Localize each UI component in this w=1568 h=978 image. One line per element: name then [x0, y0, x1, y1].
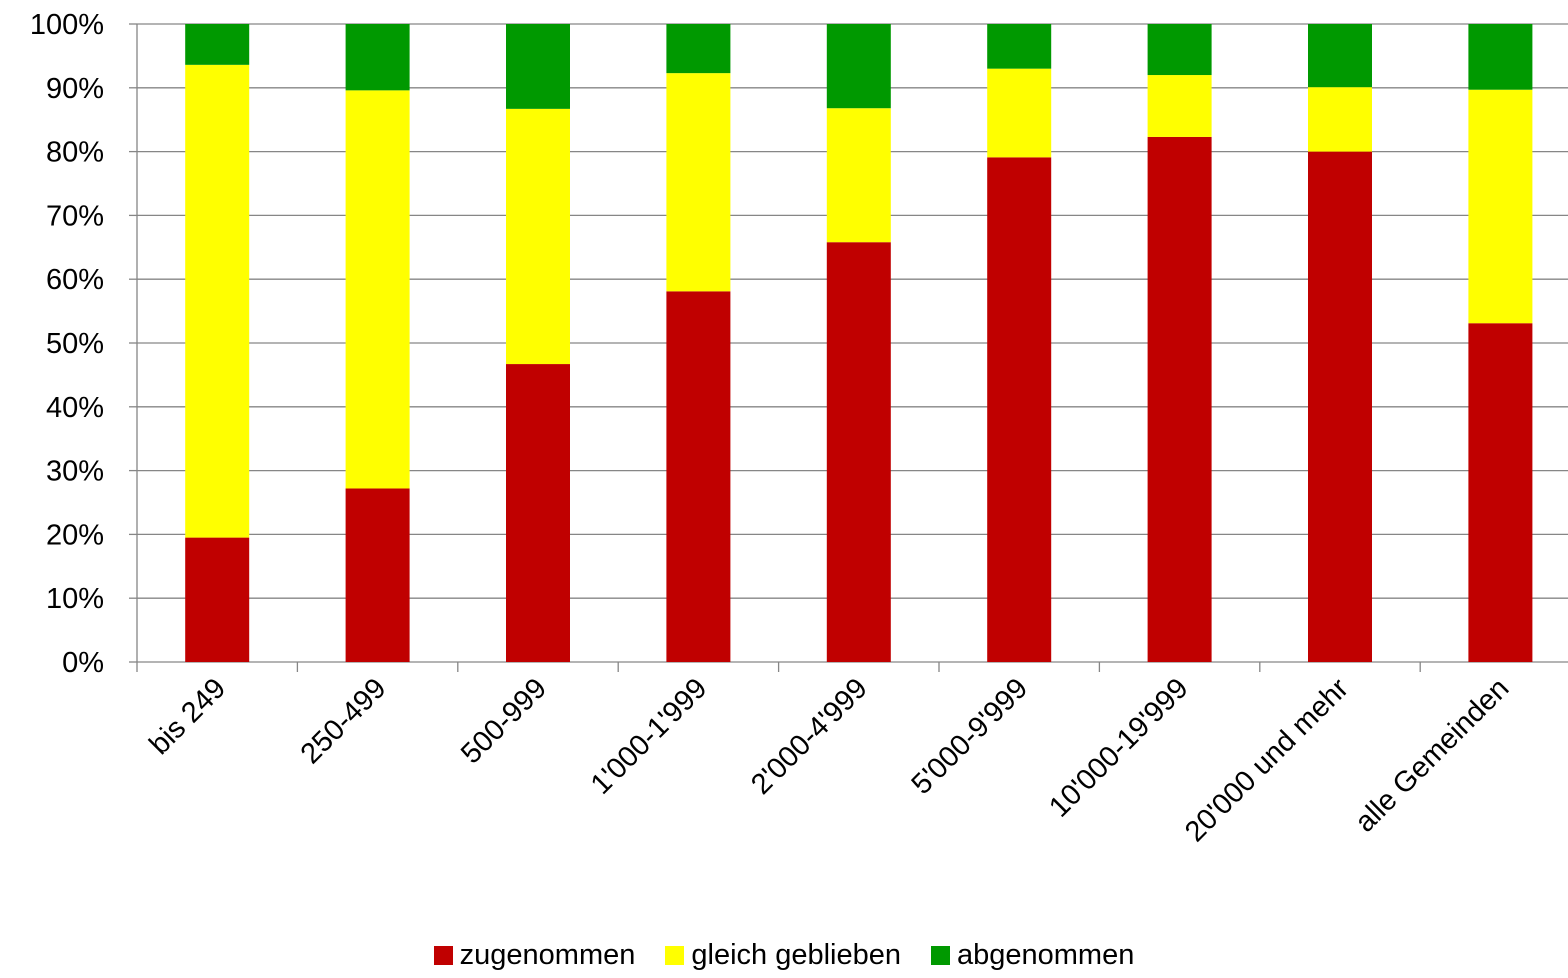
bar-segment-gleich-geblieben: [185, 64, 250, 538]
bar-segment-zugenommen: [345, 488, 410, 662]
bar-segment-gleich-geblieben: [506, 108, 570, 365]
x-tick-label: 10'000-19'999: [1043, 672, 1194, 823]
bar-segment-gleich-geblieben: [345, 90, 410, 489]
legend-label: zugenommen: [459, 938, 636, 971]
x-tick-label: 5'000-9'999: [906, 672, 1035, 801]
x-axis-tick-labels: bis 249 250-499 500-999 1'000-1'999 2'000-4'…: [143, 672, 1515, 848]
stacked-bar-chart: 0% 10% 20% 30% 40% 50% 60% 70% 80% 90% 100% bis 24…: [30, 9, 1568, 848]
bar-segment-zugenommen: [1308, 151, 1372, 662]
y-tick-label: 0%: [62, 647, 104, 679]
bar-segment-abgenommen: [826, 24, 891, 109]
bar-segment-zugenommen: [185, 537, 250, 662]
x-tick-label: 1'000-1'999: [585, 672, 714, 801]
x-tick-label: 2'000-4'999: [745, 672, 874, 801]
legend-item: abgenommen: [931, 939, 1134, 972]
bar-segment-gleich-geblieben: [1147, 75, 1212, 137]
y-tick-label: 70%: [46, 200, 104, 232]
x-tick-label: 250-499: [295, 672, 393, 770]
bar-segment-abgenommen: [1468, 24, 1533, 90]
bars: [185, 24, 1533, 663]
bar-segment-abgenommen: [506, 24, 570, 109]
bar-segment-zugenommen: [987, 157, 1052, 663]
legend-swatch: [931, 945, 950, 965]
bar-segment-zugenommen: [826, 242, 891, 663]
y-tick-label: 100%: [30, 9, 104, 41]
bar-segment-gleich-geblieben: [987, 68, 1052, 158]
x-tick-label: 500-999: [455, 672, 553, 770]
y-tick-label: 40%: [46, 392, 104, 424]
legend-swatch: [433, 945, 453, 965]
bar-segment-abgenommen: [1308, 24, 1372, 88]
x-tick-label: 20'000 und mehr: [1179, 672, 1355, 848]
bar-segment-gleich-geblieben: [826, 108, 891, 243]
y-tick-label: 50%: [46, 328, 104, 360]
y-tick-label: 80%: [46, 137, 104, 169]
legend-item: zugenommen: [433, 938, 636, 972]
y-tick-label: 10%: [46, 583, 104, 615]
bar-segment-abgenommen: [185, 24, 250, 65]
bar-segment-abgenommen: [987, 24, 1052, 69]
bar-segment-gleich-geblieben: [1308, 87, 1372, 152]
bar-segment-abgenommen: [1147, 24, 1212, 76]
legend-swatch: [665, 945, 685, 965]
bar-segment-gleich-geblieben: [666, 73, 731, 292]
y-tick-label: 90%: [46, 73, 104, 105]
chart-legend: zugenommen gleich geblieben abgenommen: [0, 932, 1568, 978]
y-tick-label: 20%: [46, 519, 104, 551]
x-tick-label: bis 249: [143, 672, 232, 761]
legend-item: gleich geblieben: [665, 939, 901, 972]
legend-label: gleich geblieben: [691, 938, 901, 971]
bar-segment-zugenommen: [1147, 136, 1212, 662]
x-tick-label: alle Gemeinden: [1349, 672, 1515, 838]
bar-segment-gleich-geblieben: [1468, 89, 1533, 324]
bar-segment-zugenommen: [666, 291, 731, 662]
bar-segment-abgenommen: [345, 24, 410, 91]
y-tick-label: 60%: [46, 264, 104, 296]
y-axis-tick-labels: 0% 10% 20% 30% 40% 50% 60% 70% 80% 90% 100%: [30, 9, 104, 679]
bar-segment-abgenommen: [666, 24, 731, 74]
legend-label: abgenommen: [957, 938, 1135, 971]
bar-segment-zugenommen: [1468, 323, 1533, 662]
bar-segment-zugenommen: [506, 364, 570, 662]
y-tick-label: 30%: [46, 456, 104, 488]
